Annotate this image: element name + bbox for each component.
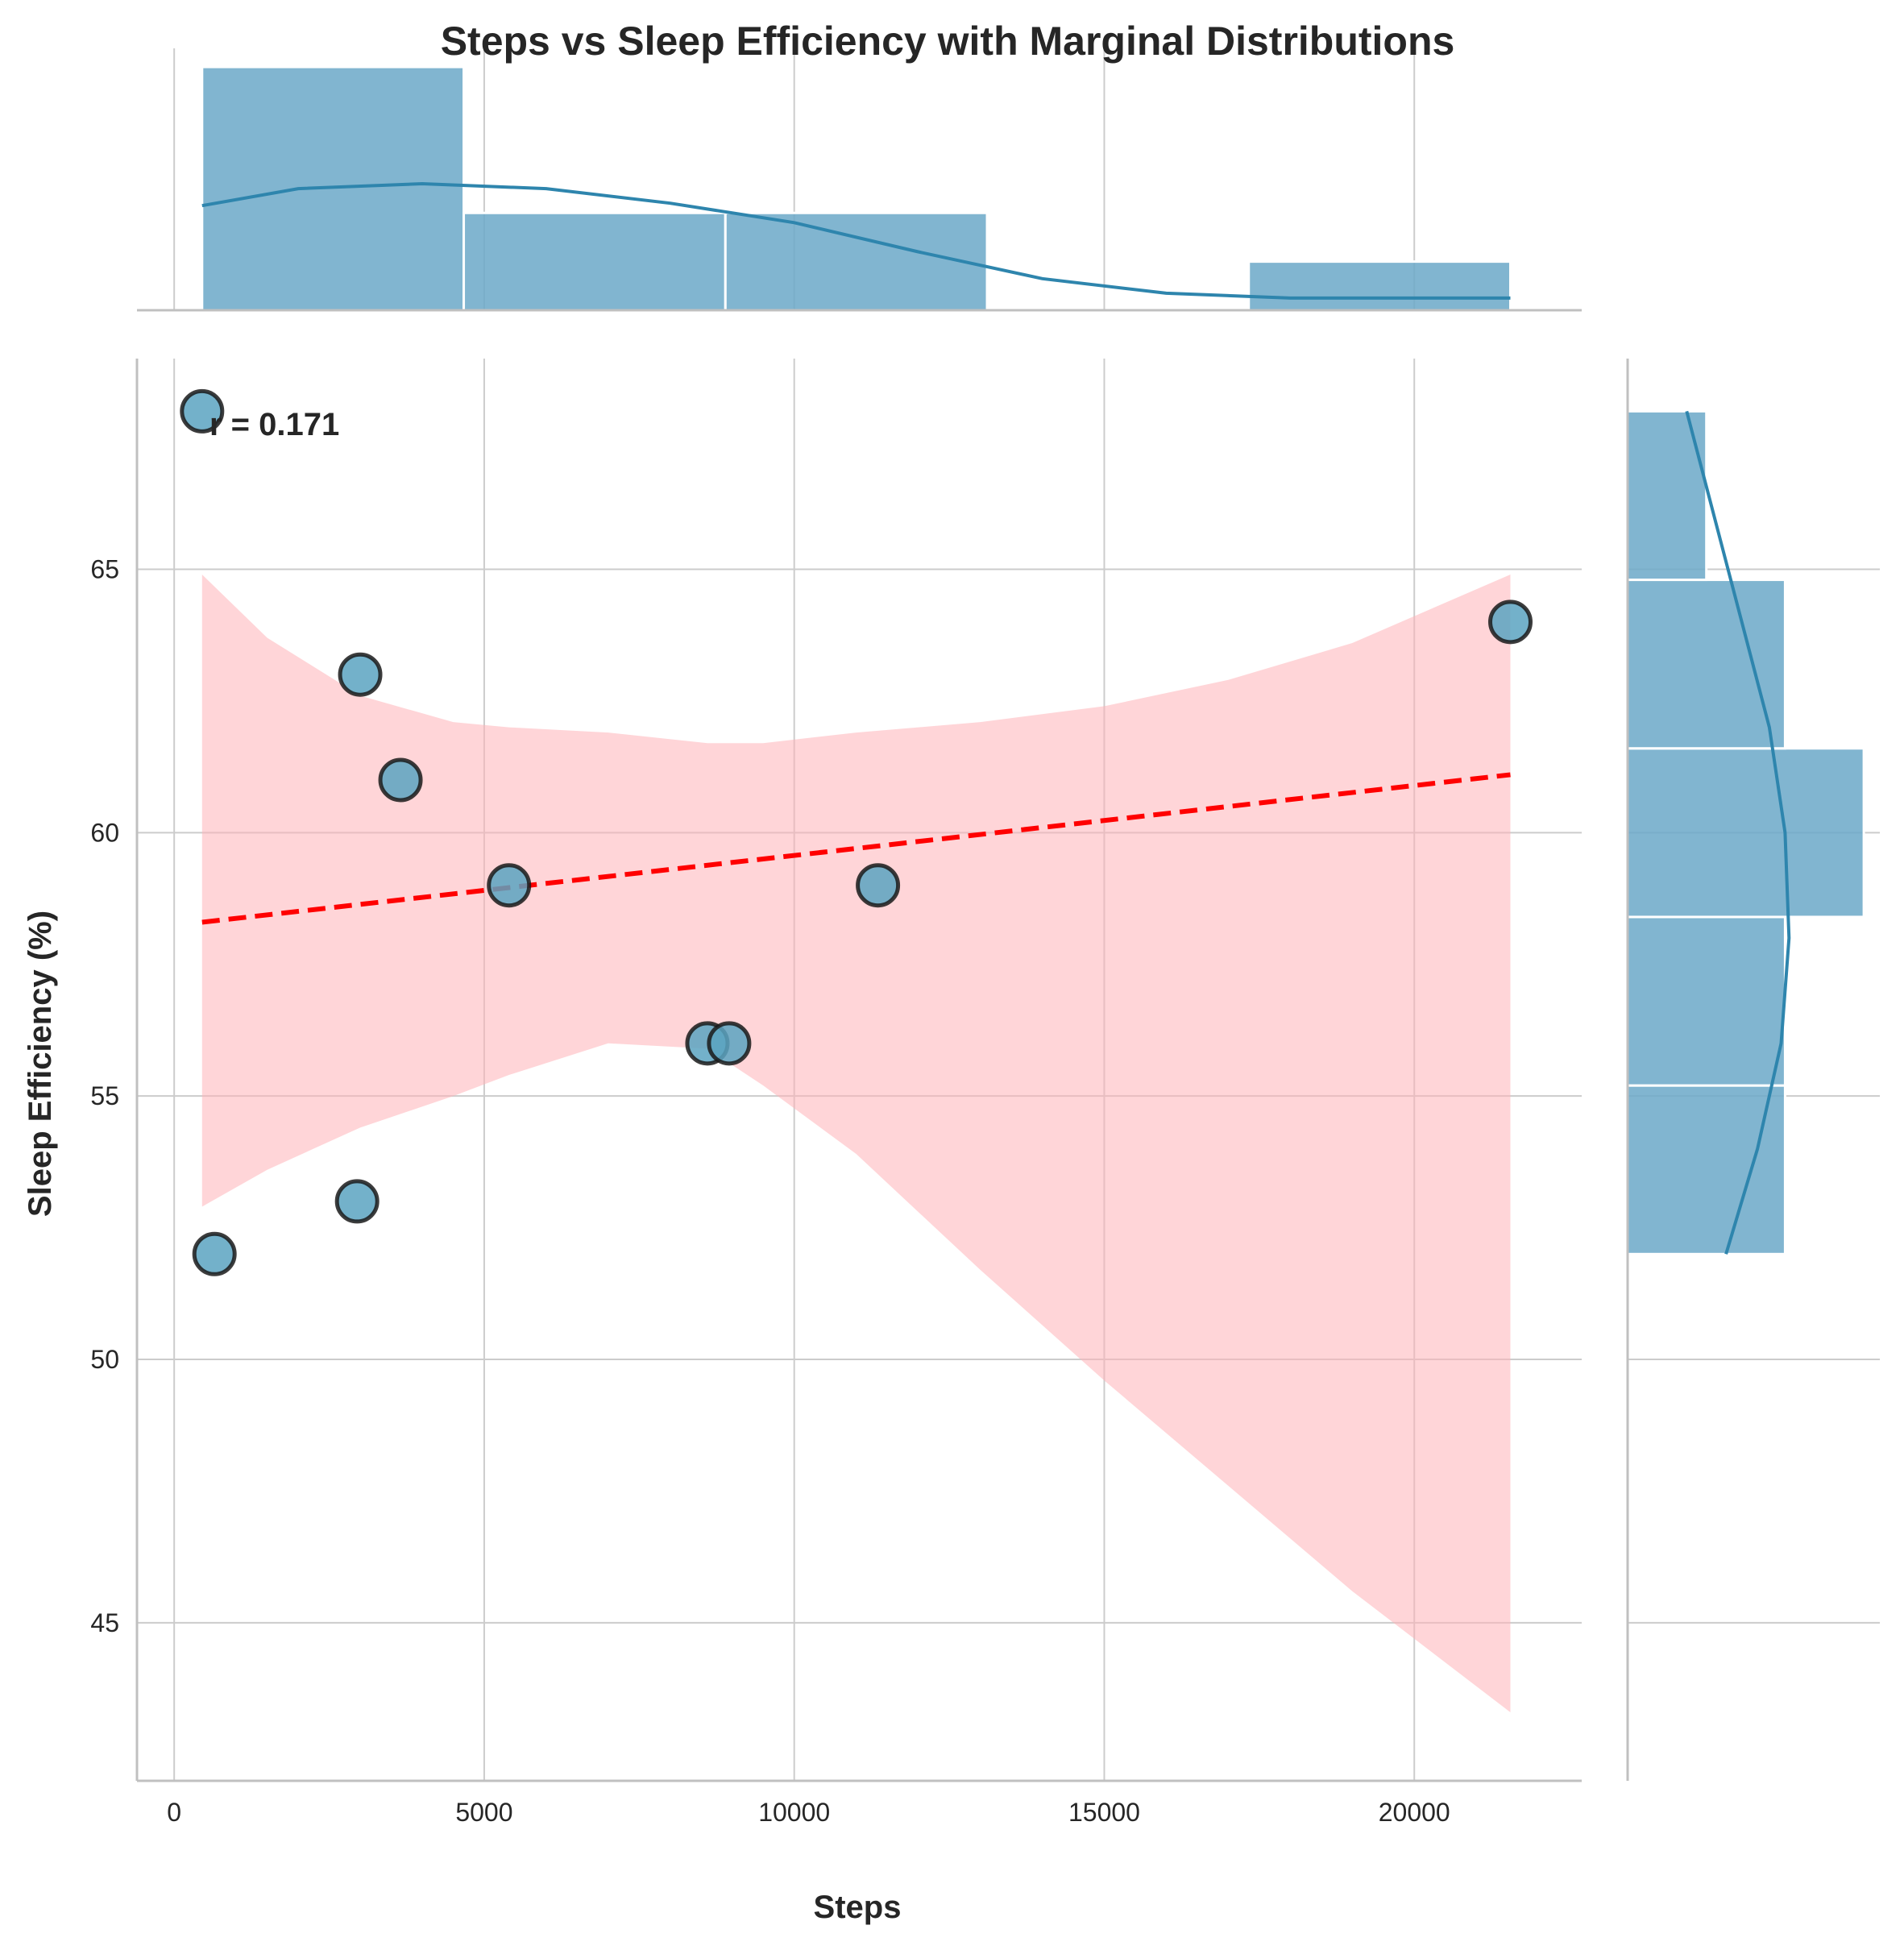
axis-spines xyxy=(135,309,1629,1782)
scatter-point xyxy=(338,652,383,697)
top-marginal-histogram xyxy=(201,65,1512,312)
right-hist-bar xyxy=(1626,1084,1786,1255)
x-tick-label: 0 xyxy=(167,1798,181,1827)
scatter-point xyxy=(1488,600,1533,645)
x-tick-label: 15000 xyxy=(1068,1798,1140,1827)
top-hist-bar xyxy=(1247,260,1512,312)
confidence-band xyxy=(201,575,1511,1712)
y-tick-label: 65 xyxy=(90,554,119,583)
y-tick-label: 50 xyxy=(90,1345,119,1374)
top-hist-bar xyxy=(463,211,727,312)
x-axis-label: Steps xyxy=(814,1890,902,1925)
y-tick-label: 45 xyxy=(90,1608,119,1637)
top-kde-curve xyxy=(201,181,1511,300)
confidence-band-area xyxy=(201,575,1511,1712)
top-hist-bar xyxy=(724,211,989,312)
x-tick-label: 20000 xyxy=(1379,1798,1450,1827)
scatter-point xyxy=(856,863,901,908)
x-tick-label: 5000 xyxy=(455,1798,512,1827)
scatter-point xyxy=(192,1231,237,1276)
correlation-annotation: r = 0.171 xyxy=(209,407,339,442)
y-axis-label: Sleep Efficiency (%) xyxy=(23,911,58,1217)
scatter-points xyxy=(180,388,1533,1276)
right-hist-bar xyxy=(1626,915,1786,1087)
regression-line-group xyxy=(201,772,1511,925)
x-tick-label: 10000 xyxy=(758,1798,830,1827)
chart-title: Steps vs Sleep Efficiency with Marginal … xyxy=(441,19,1455,64)
y-tick-label: 55 xyxy=(90,1081,119,1110)
right-hist-bar xyxy=(1626,409,1708,582)
right-hist-bar xyxy=(1626,579,1786,750)
scatter-point xyxy=(707,1021,752,1066)
right-hist-bar xyxy=(1626,747,1865,919)
scatter-point xyxy=(334,1179,380,1224)
y-tick-label: 60 xyxy=(90,818,119,847)
scatter-point xyxy=(180,388,225,434)
regression-line xyxy=(201,772,1511,925)
scatter-point xyxy=(378,757,423,803)
right-marginal-histogram xyxy=(1626,409,1865,1255)
right-kde-curve xyxy=(1685,410,1791,1255)
tick-labels: 0 5000 10000 15000 20000 45 50 55 60 65 xyxy=(90,554,1450,1827)
scatter-point xyxy=(487,863,532,908)
